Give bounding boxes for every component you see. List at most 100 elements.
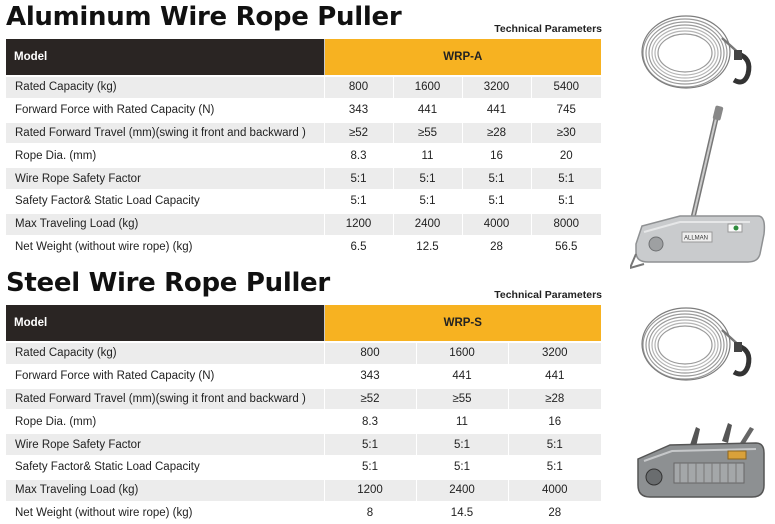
- cell-value: 20: [530, 143, 602, 168]
- wire-rope-coil-image: [641, 15, 752, 89]
- table-row: Forward Force with Rated Capacity (N) 343…: [6, 97, 602, 122]
- cell-value: 11: [415, 409, 508, 434]
- row-label: Wire Rope Safety Factor: [6, 432, 324, 456]
- cell-value: 2400: [392, 211, 462, 236]
- aluminum-puller-image: ALLMAN: [630, 105, 766, 270]
- cell-value: 8.3: [323, 409, 416, 434]
- table-row: Net Weight (without wire rope) (kg) 6.5 12…: [6, 234, 602, 259]
- row-label: Rope Dia. (mm): [6, 409, 324, 434]
- cell-value: 441: [507, 363, 602, 388]
- model-header: Model: [6, 39, 324, 76]
- cell-value: ≥28: [507, 386, 602, 411]
- table-row: Forward Force with Rated Capacity (N) 343…: [6, 363, 602, 388]
- cell-value: 16: [461, 143, 531, 168]
- steel-title: Steel Wire Rope Puller: [6, 268, 330, 298]
- cell-value: 5:1: [415, 432, 508, 456]
- model-name-header: WRP-S: [323, 305, 602, 342]
- cell-value: 28: [507, 500, 602, 524]
- table-row: Rope Dia. (mm) 8.3 11 16: [6, 409, 602, 434]
- cell-value: 4000: [507, 477, 602, 502]
- cell-value: 6.5: [323, 234, 393, 259]
- cell-value: 1600: [415, 341, 508, 365]
- aluminum-tech-params-label: Technical Parameters: [494, 23, 602, 35]
- cell-value: 12.5: [392, 234, 462, 259]
- wire-rope-coil-image: [641, 307, 752, 381]
- row-label: Rated Capacity (kg): [6, 341, 324, 365]
- table-row: Rope Dia. (mm) 8.3 11 16 20: [6, 143, 602, 168]
- cell-value: 5:1: [415, 454, 508, 479]
- row-label: Forward Force with Rated Capacity (N): [6, 363, 324, 388]
- cell-value: 5:1: [323, 166, 393, 190]
- cell-value: 5:1: [323, 454, 416, 479]
- cell-value: ≥55: [415, 386, 508, 411]
- model-header: Model: [6, 305, 324, 342]
- cell-value: 5:1: [461, 166, 531, 190]
- puller-brand-logo: ALLMAN: [684, 236, 708, 242]
- cell-value: 8.3: [323, 143, 393, 168]
- table-row: Wire Rope Safety Factor 5:1 5:1 5:1: [6, 432, 602, 456]
- steel-puller-image: [637, 423, 765, 498]
- cell-value: 5:1: [392, 188, 462, 213]
- cell-value: 2400: [415, 477, 508, 502]
- cell-value: 5:1: [530, 166, 602, 190]
- row-label: Wire Rope Safety Factor: [6, 166, 324, 190]
- cell-value: 1200: [323, 477, 416, 502]
- cell-value: 5:1: [507, 432, 602, 456]
- table-header-row: Model WRP-A: [6, 39, 602, 76]
- table-row: Safety Factor& Static Load Capacity 5:1 5:…: [6, 454, 602, 479]
- table-row: Rated Forward Travel (mm)(swing it front…: [6, 120, 602, 145]
- cell-value: 5:1: [530, 188, 602, 213]
- table-header-row: Model WRP-S: [6, 305, 602, 342]
- cell-value: 56.5: [530, 234, 602, 259]
- cell-value: 3200: [461, 75, 531, 99]
- steel-tech-params-label: Technical Parameters: [494, 289, 602, 301]
- steel-spec-table: Model WRP-S Rated Capacity (kg) 800 1600 32…: [6, 305, 602, 524]
- row-label: Safety Factor& Static Load Capacity: [6, 188, 324, 213]
- cell-value: 16: [507, 409, 602, 434]
- table-row: Max Traveling Load (kg) 1200 2400 4000: [6, 477, 602, 502]
- cell-value: 745: [530, 97, 602, 122]
- table-row: Wire Rope Safety Factor 5:1 5:1 5:1 5:1: [6, 166, 602, 190]
- row-label: Safety Factor& Static Load Capacity: [6, 454, 324, 479]
- cell-value: 343: [323, 97, 393, 122]
- cell-value: ≥28: [461, 120, 531, 145]
- cell-value: 5:1: [507, 454, 602, 479]
- cell-value: ≥30: [530, 120, 602, 145]
- cell-value: 14.5: [415, 500, 508, 524]
- cell-value: ≥52: [323, 386, 416, 411]
- aluminum-spec-table: Model WRP-A Rated Capacity (kg) 800 1600 32…: [6, 39, 602, 259]
- table-row: Max Traveling Load (kg) 1200 2400 4000 8000: [6, 211, 602, 236]
- row-label: Rated Capacity (kg): [6, 75, 324, 99]
- table-row: Rated Capacity (kg) 800 1600 3200 5400: [6, 75, 602, 99]
- cell-value: 4000: [461, 211, 531, 236]
- cell-value: ≥52: [323, 120, 393, 145]
- row-label: Net Weight (without wire rope) (kg): [6, 500, 324, 524]
- cell-value: 8000: [530, 211, 602, 236]
- table-row: Rated Capacity (kg) 800 1600 3200: [6, 341, 602, 365]
- cell-value: 441: [392, 97, 462, 122]
- cell-value: 1600: [392, 75, 462, 99]
- cell-value: 5:1: [323, 188, 393, 213]
- row-label: Rope Dia. (mm): [6, 143, 324, 168]
- cell-value: 3200: [507, 341, 602, 365]
- model-name-header: WRP-A: [323, 39, 602, 76]
- cell-value: 5400: [530, 75, 602, 99]
- row-label: Net Weight (without wire rope) (kg): [6, 234, 324, 259]
- cell-value: 441: [415, 363, 508, 388]
- cell-value: 8: [323, 500, 416, 524]
- cell-value: 1200: [323, 211, 393, 236]
- cell-value: 5:1: [461, 188, 531, 213]
- cell-value: 28: [461, 234, 531, 259]
- table-row: Net Weight (without wire rope) (kg) 8 14.5…: [6, 500, 602, 524]
- table-row: Safety Factor& Static Load Capacity 5:1 5:…: [6, 188, 602, 213]
- cell-value: 343: [323, 363, 416, 388]
- cell-value: ≥55: [392, 120, 462, 145]
- cell-value: 800: [323, 75, 393, 99]
- cell-value: 800: [323, 341, 416, 365]
- aluminum-title: Aluminum Wire Rope Puller: [6, 2, 402, 32]
- row-label: Rated Forward Travel (mm)(swing it front…: [6, 120, 324, 145]
- cell-value: 5:1: [392, 166, 462, 190]
- row-label: Max Traveling Load (kg): [6, 211, 324, 236]
- cell-value: 441: [461, 97, 531, 122]
- row-label: Forward Force with Rated Capacity (N): [6, 97, 324, 122]
